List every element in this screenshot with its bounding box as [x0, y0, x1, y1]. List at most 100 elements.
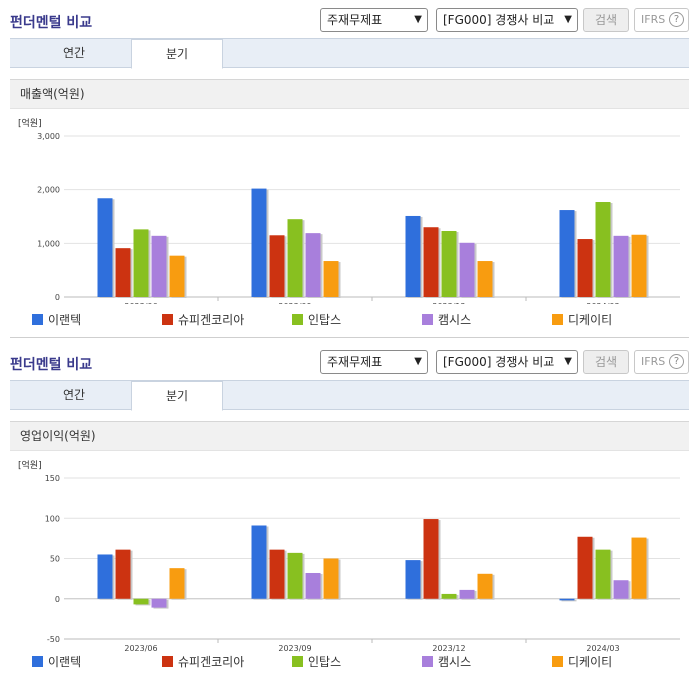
bar: [133, 229, 149, 297]
bar: [423, 227, 439, 297]
bar: [133, 598, 149, 605]
bar: [97, 554, 113, 599]
y-tick-label: 0: [55, 293, 60, 302]
legend-label: 디케이티: [568, 313, 613, 327]
metric-title: 영업이익(억원): [10, 421, 689, 451]
y-tick-label: 3,000: [37, 132, 60, 141]
fundamental-panel-2: 펀더멘털 비교 주재무제표 ▼ [FG000] 경쟁사 비교 ▼ 검색 IFRS…: [0, 342, 696, 684]
x-tick-label: 2023/12: [432, 644, 465, 652]
bar: [269, 549, 285, 599]
bar: [595, 202, 611, 297]
bar: [577, 536, 593, 599]
legend-item[interactable]: 디케이티: [552, 310, 612, 330]
help-icon[interactable]: ?: [669, 354, 684, 369]
bar: [441, 593, 457, 599]
bar: [477, 573, 493, 599]
bar: [323, 261, 339, 297]
search-button[interactable]: 검색: [583, 8, 629, 32]
bar: [613, 235, 629, 297]
legend-swatch: [292, 314, 303, 325]
peer-group-select[interactable]: [FG000] 경쟁사 비교 ▼: [436, 8, 578, 32]
bar: [251, 525, 267, 599]
y-tick-label: -50: [47, 635, 60, 644]
help-icon[interactable]: ?: [669, 12, 684, 27]
section-title: 펀더멘털 비교: [10, 15, 93, 31]
bar: [559, 210, 575, 297]
bar: [287, 552, 303, 599]
legend-swatch: [552, 314, 563, 325]
bar: [115, 549, 131, 599]
legend-item[interactable]: 이랜텍: [32, 310, 81, 330]
fundamental-panel-1: 펀더멘털 비교 주재무제표 ▼ [FG000] 경쟁사 비교 ▼ 검색 IFRS…: [0, 0, 696, 340]
legend-swatch: [32, 656, 43, 667]
legend-item[interactable]: 슈피겐코리아: [162, 310, 244, 330]
period-tabs: 연간 분기: [10, 380, 689, 411]
y-tick-label: 1,000: [37, 239, 60, 248]
bar: [595, 549, 611, 599]
revenue-chart: [억원] 0 1,000 2,000 3,000 2023/06 2023/09 2023/1…: [18, 117, 680, 304]
bar: [287, 219, 303, 297]
period-tabs: 연간 분기: [10, 38, 689, 69]
legend-item[interactable]: 슈피겐코리아: [162, 652, 244, 672]
legend-label: 슈피겐코리아: [178, 655, 245, 669]
bar: [613, 580, 629, 599]
bar: [631, 537, 647, 599]
bar-shadow: [561, 599, 577, 602]
legend-label: 이랜텍: [48, 655, 82, 669]
x-tick-label: 2023/09: [278, 302, 311, 304]
tab-annual[interactable]: 연간: [62, 46, 86, 60]
bar: [631, 234, 647, 297]
peer-group-select[interactable]: [FG000] 경쟁사 비교 ▼: [436, 350, 578, 374]
bar: [559, 598, 575, 601]
section-title: 펀더멘털 비교: [10, 357, 93, 373]
y-axis-unit: [억원]: [18, 117, 42, 129]
bar: [169, 568, 185, 599]
legend-item[interactable]: 인탑스: [292, 310, 341, 330]
bar: [151, 598, 167, 608]
tab-quarterly[interactable]: 분기: [131, 39, 223, 69]
ifrs-button[interactable]: IFRS ?: [634, 8, 689, 32]
tab-annual[interactable]: 연간: [62, 388, 86, 402]
legend-swatch: [292, 656, 303, 667]
chart-legend: 이랜텍 슈피겐코리아 인탑스 캠시스 디케이티: [10, 652, 689, 672]
legend-item[interactable]: 인탑스: [292, 652, 341, 672]
legend-label: 인탑스: [308, 655, 342, 669]
chevron-down-icon: ▼: [564, 356, 572, 367]
legend-item[interactable]: 캠시스: [422, 310, 471, 330]
legend-label: 인탑스: [308, 313, 342, 327]
tab-quarterly[interactable]: 분기: [131, 381, 223, 411]
bar: [423, 519, 439, 599]
ifrs-label: IFRS: [641, 13, 666, 26]
divider: [10, 337, 689, 338]
y-tick-label: 150: [45, 474, 60, 483]
ifrs-label: IFRS: [641, 355, 666, 368]
bar: [305, 233, 321, 297]
bar: [169, 255, 185, 297]
y-axis-unit: [억원]: [18, 459, 42, 471]
ifrs-button[interactable]: IFRS ?: [634, 350, 689, 374]
peer-group-value: [FG000] 경쟁사 비교: [443, 355, 555, 369]
legend-item[interactable]: 디케이티: [552, 652, 612, 672]
y-tick-label: 0: [55, 595, 60, 604]
statement-type-value: 주재무제표: [327, 13, 383, 27]
statement-type-value: 주재무제표: [327, 355, 383, 369]
search-button[interactable]: 검색: [583, 350, 629, 374]
bar: [441, 230, 457, 297]
bar: [115, 248, 131, 297]
statement-type-select[interactable]: 주재무제표 ▼: [320, 8, 428, 32]
statement-type-select[interactable]: 주재무제표 ▼: [320, 350, 428, 374]
y-tick-label: 50: [50, 555, 60, 564]
x-tick-label: 2023/06: [124, 302, 157, 304]
legend-swatch: [422, 656, 433, 667]
x-tick-label: 2024/03: [586, 302, 619, 304]
legend-swatch: [552, 656, 563, 667]
legend-swatch: [422, 314, 433, 325]
chevron-down-icon: ▼: [564, 14, 572, 25]
y-tick-label: 2,000: [37, 186, 60, 195]
legend-swatch: [162, 656, 173, 667]
y-tick-label: 100: [45, 514, 60, 523]
legend-item[interactable]: 이랜텍: [32, 652, 81, 672]
legend-item[interactable]: 캠시스: [422, 652, 471, 672]
chevron-down-icon: ▼: [414, 14, 422, 25]
bar: [323, 558, 339, 599]
